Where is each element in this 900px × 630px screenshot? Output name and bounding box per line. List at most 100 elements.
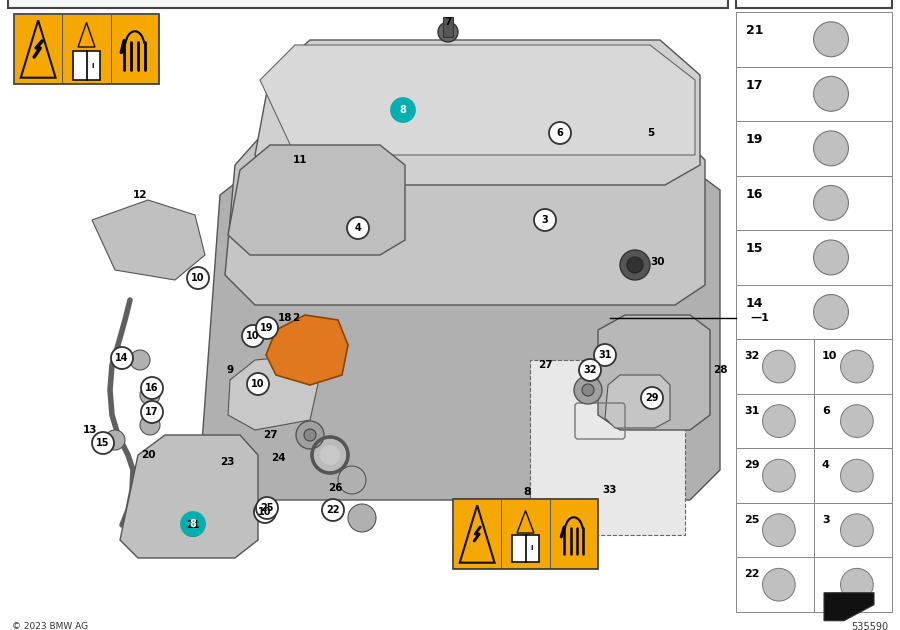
Bar xyxy=(736,285,892,340)
Bar xyxy=(14,14,159,84)
Text: 19: 19 xyxy=(260,323,274,333)
Circle shape xyxy=(841,459,873,492)
Circle shape xyxy=(814,131,849,166)
Text: 15: 15 xyxy=(96,438,110,448)
Polygon shape xyxy=(200,160,720,500)
Text: 11: 11 xyxy=(292,155,307,165)
Text: 2: 2 xyxy=(292,313,300,323)
Text: 28: 28 xyxy=(713,365,727,375)
Text: 4: 4 xyxy=(355,223,362,233)
Text: 9: 9 xyxy=(227,365,234,375)
Polygon shape xyxy=(92,200,205,280)
Text: 33: 33 xyxy=(603,485,617,495)
Circle shape xyxy=(304,429,316,441)
Circle shape xyxy=(312,437,348,473)
Text: 17: 17 xyxy=(145,407,158,417)
Circle shape xyxy=(641,387,663,409)
Text: 25: 25 xyxy=(260,503,274,513)
Bar xyxy=(501,499,550,569)
Circle shape xyxy=(256,317,278,339)
Circle shape xyxy=(841,568,873,601)
Text: 14: 14 xyxy=(746,297,763,310)
Bar xyxy=(736,67,892,121)
Text: 14: 14 xyxy=(115,353,129,363)
Circle shape xyxy=(762,350,796,383)
Circle shape xyxy=(338,466,366,494)
Circle shape xyxy=(141,401,163,423)
Bar xyxy=(814,394,892,449)
Polygon shape xyxy=(120,435,258,558)
Text: 21: 21 xyxy=(186,520,200,530)
Text: 21: 21 xyxy=(746,24,763,37)
Text: 32: 32 xyxy=(744,352,760,361)
Bar xyxy=(736,230,892,285)
Bar xyxy=(530,360,685,535)
Text: 3: 3 xyxy=(542,215,548,225)
Circle shape xyxy=(627,257,643,273)
Text: 8: 8 xyxy=(190,519,196,529)
Text: 10: 10 xyxy=(191,273,205,283)
Circle shape xyxy=(579,359,601,381)
Text: 10: 10 xyxy=(251,379,265,389)
Bar xyxy=(736,449,814,503)
Text: 18: 18 xyxy=(278,313,293,323)
Circle shape xyxy=(549,122,571,144)
Text: 26: 26 xyxy=(328,483,342,493)
Circle shape xyxy=(111,347,133,369)
Circle shape xyxy=(814,295,849,329)
Text: i: i xyxy=(530,546,533,551)
Text: 8: 8 xyxy=(523,487,531,497)
Bar xyxy=(550,499,598,569)
Circle shape xyxy=(242,325,264,347)
Text: 29: 29 xyxy=(645,393,659,403)
Circle shape xyxy=(620,250,650,280)
Text: 25: 25 xyxy=(744,515,760,525)
Text: 7: 7 xyxy=(445,17,452,27)
Bar xyxy=(736,0,892,8)
Circle shape xyxy=(841,514,873,547)
Text: 535590: 535590 xyxy=(850,622,888,630)
Circle shape xyxy=(347,217,369,239)
Bar xyxy=(736,394,814,449)
Circle shape xyxy=(762,514,796,547)
Circle shape xyxy=(130,350,150,370)
Polygon shape xyxy=(21,20,56,77)
Bar xyxy=(453,499,598,569)
Text: 32: 32 xyxy=(583,365,597,375)
Bar xyxy=(736,176,892,230)
Polygon shape xyxy=(266,315,348,385)
Polygon shape xyxy=(255,40,700,185)
Text: 16: 16 xyxy=(746,188,763,200)
Text: 6: 6 xyxy=(556,128,563,138)
Circle shape xyxy=(814,76,849,112)
Text: 3: 3 xyxy=(822,515,830,525)
Circle shape xyxy=(841,404,873,437)
Text: 17: 17 xyxy=(746,79,763,91)
Circle shape xyxy=(582,384,594,396)
Circle shape xyxy=(254,501,276,523)
Bar xyxy=(736,503,814,558)
Bar xyxy=(814,558,892,612)
Text: 10: 10 xyxy=(247,331,260,341)
Polygon shape xyxy=(228,355,320,430)
Circle shape xyxy=(762,459,796,492)
FancyBboxPatch shape xyxy=(512,535,539,561)
Text: © 2023 BMW AG: © 2023 BMW AG xyxy=(12,622,88,630)
Text: 22: 22 xyxy=(744,570,760,580)
Polygon shape xyxy=(260,45,695,155)
Text: 4: 4 xyxy=(822,461,830,471)
Circle shape xyxy=(92,432,114,454)
Polygon shape xyxy=(824,593,874,621)
Text: 29: 29 xyxy=(744,461,760,471)
Polygon shape xyxy=(517,510,534,533)
Text: i: i xyxy=(91,63,94,69)
Text: 20: 20 xyxy=(140,450,155,460)
Bar xyxy=(111,14,159,84)
Text: 12: 12 xyxy=(133,190,148,200)
Text: 31: 31 xyxy=(744,406,760,416)
Circle shape xyxy=(814,240,849,275)
Polygon shape xyxy=(228,145,405,255)
Text: 19: 19 xyxy=(746,133,763,146)
Circle shape xyxy=(814,185,849,220)
FancyBboxPatch shape xyxy=(73,51,100,81)
